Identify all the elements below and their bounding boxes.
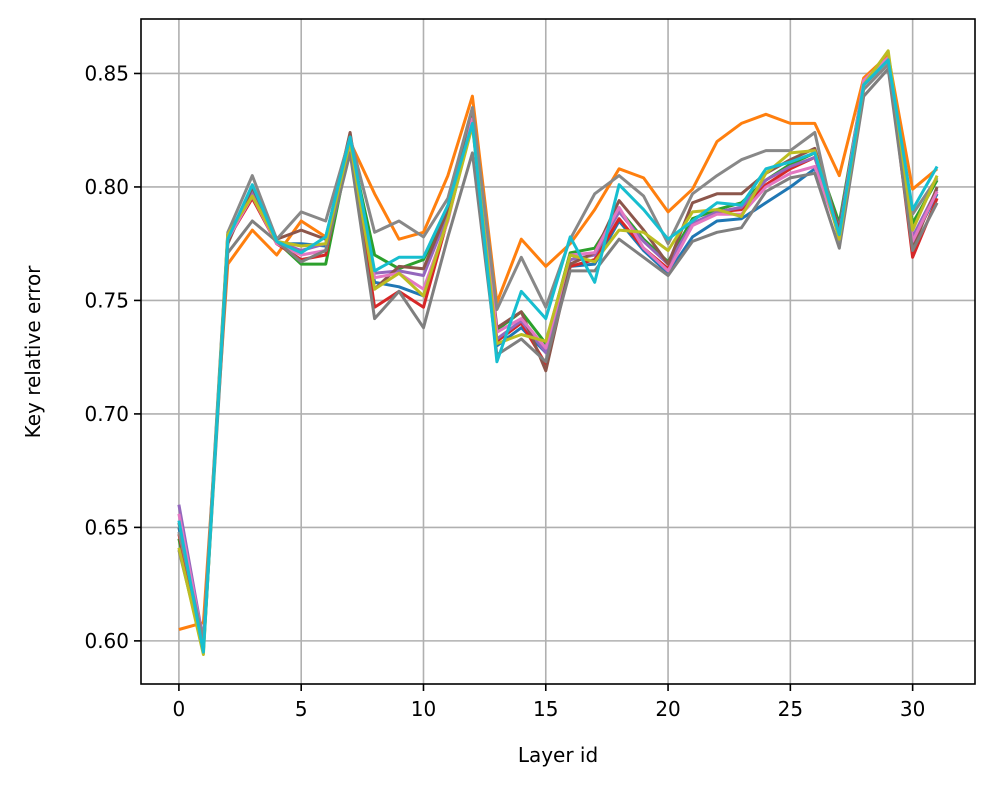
series-lines — [177, 49, 939, 656]
series-line-6 — [177, 58, 939, 647]
x-axis-label: Layer id — [518, 743, 598, 767]
y-axis-label: Key relative error — [21, 265, 45, 439]
x-tick-label: 30 — [900, 697, 925, 721]
series-line-3 — [177, 56, 939, 650]
x-tick-label: 5 — [295, 697, 308, 721]
x-tick-label: 0 — [173, 697, 186, 721]
series-line-9 — [177, 62, 939, 643]
series-line-7 — [177, 56, 939, 645]
x-tick-label: 25 — [778, 697, 803, 721]
series-line-8 — [177, 67, 939, 652]
y-tick-label: 0.85 — [84, 61, 129, 85]
y-tick-label: 0.80 — [84, 175, 129, 199]
y-tick-label: 0.60 — [84, 629, 129, 653]
y-tick-label: 0.70 — [84, 402, 129, 426]
x-tick-label: 10 — [411, 697, 436, 721]
series-line-4 — [177, 58, 939, 650]
y-tick-label: 0.75 — [84, 288, 129, 312]
plot-frame — [140, 18, 976, 685]
y-axis-ticks: 0.60 0.65 0.70 0.75 0.80 0.85 — [84, 61, 141, 653]
y-tick-label: 0.65 — [84, 515, 129, 539]
grid-lines — [141, 19, 975, 684]
x-axis-ticks: 0 5 10 15 20 25 30 — [173, 684, 925, 721]
series-line-10 — [177, 49, 939, 656]
series-line-1 — [177, 58, 939, 652]
x-tick-label: 20 — [655, 697, 680, 721]
series-line-2 — [178, 53, 939, 631]
series-line-11 — [177, 58, 939, 654]
x-tick-label: 15 — [533, 697, 558, 721]
